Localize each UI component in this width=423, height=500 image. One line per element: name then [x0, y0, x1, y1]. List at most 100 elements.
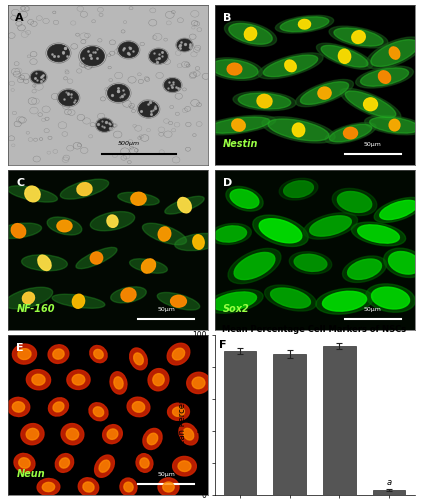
Text: Nestin: Nestin [222, 139, 258, 149]
Ellipse shape [370, 117, 420, 133]
Ellipse shape [201, 116, 276, 135]
Ellipse shape [345, 91, 396, 118]
Ellipse shape [99, 460, 110, 472]
Ellipse shape [26, 428, 39, 440]
Ellipse shape [264, 285, 316, 311]
Circle shape [138, 101, 159, 117]
Bar [224, 351, 256, 495]
Ellipse shape [352, 30, 365, 44]
Ellipse shape [131, 192, 146, 205]
Ellipse shape [365, 116, 423, 135]
Ellipse shape [334, 28, 383, 46]
Ellipse shape [389, 120, 400, 131]
Ellipse shape [271, 288, 310, 308]
Ellipse shape [140, 458, 149, 468]
Ellipse shape [93, 407, 104, 416]
Ellipse shape [107, 429, 118, 440]
Title: Mean Percentage Cell Markers of NSCs: Mean Percentage Cell Markers of NSCs [222, 325, 407, 334]
Ellipse shape [206, 289, 263, 314]
Text: a: a [387, 478, 392, 486]
Ellipse shape [143, 223, 187, 244]
Ellipse shape [95, 455, 114, 477]
Ellipse shape [7, 398, 30, 416]
Ellipse shape [168, 403, 190, 420]
Ellipse shape [170, 296, 187, 307]
Ellipse shape [32, 374, 45, 385]
Ellipse shape [22, 255, 67, 271]
Ellipse shape [8, 186, 58, 202]
Text: Sox2: Sox2 [222, 304, 249, 314]
Ellipse shape [143, 428, 162, 450]
Ellipse shape [172, 348, 185, 360]
Ellipse shape [163, 482, 174, 492]
Ellipse shape [366, 37, 423, 69]
Ellipse shape [348, 259, 382, 280]
Ellipse shape [183, 428, 194, 440]
Circle shape [118, 42, 138, 58]
Ellipse shape [78, 478, 99, 496]
Ellipse shape [322, 292, 367, 311]
Ellipse shape [358, 225, 399, 243]
Text: Neun: Neun [16, 469, 45, 479]
Ellipse shape [230, 189, 259, 208]
Ellipse shape [225, 22, 277, 46]
Ellipse shape [285, 60, 296, 72]
Ellipse shape [257, 94, 272, 108]
Ellipse shape [25, 186, 40, 202]
Ellipse shape [193, 235, 204, 249]
Ellipse shape [364, 98, 377, 110]
Ellipse shape [343, 256, 387, 282]
Ellipse shape [90, 252, 103, 264]
Circle shape [164, 78, 181, 92]
Circle shape [47, 44, 69, 62]
Text: E: E [16, 343, 24, 353]
Ellipse shape [42, 482, 55, 492]
Circle shape [80, 46, 104, 66]
Ellipse shape [18, 348, 31, 360]
Ellipse shape [76, 248, 117, 268]
Bar [323, 346, 356, 495]
Ellipse shape [296, 80, 354, 106]
Ellipse shape [329, 26, 388, 48]
Ellipse shape [158, 227, 171, 241]
Ellipse shape [12, 344, 36, 364]
Ellipse shape [329, 124, 372, 142]
Ellipse shape [53, 349, 64, 359]
Ellipse shape [49, 398, 69, 416]
Ellipse shape [130, 348, 147, 370]
Ellipse shape [316, 43, 373, 70]
Ellipse shape [89, 402, 108, 420]
Ellipse shape [61, 424, 84, 444]
Text: A: A [14, 13, 23, 23]
Ellipse shape [110, 372, 127, 394]
Ellipse shape [178, 461, 191, 471]
Ellipse shape [325, 122, 376, 144]
Ellipse shape [77, 182, 92, 196]
Ellipse shape [366, 284, 415, 312]
Ellipse shape [173, 456, 196, 476]
Y-axis label: Mean Percentage: Mean Percentage [178, 378, 187, 452]
Ellipse shape [22, 292, 35, 304]
Ellipse shape [173, 407, 184, 416]
Ellipse shape [72, 374, 85, 385]
Text: C: C [16, 178, 25, 188]
Ellipse shape [53, 402, 64, 412]
Ellipse shape [107, 215, 118, 228]
Ellipse shape [211, 60, 258, 78]
Ellipse shape [389, 47, 400, 59]
Ellipse shape [233, 92, 296, 110]
Ellipse shape [124, 482, 133, 492]
Ellipse shape [264, 55, 318, 76]
Ellipse shape [94, 350, 103, 359]
Ellipse shape [66, 428, 79, 440]
Ellipse shape [120, 478, 137, 496]
Ellipse shape [268, 119, 329, 141]
Ellipse shape [371, 287, 409, 309]
Ellipse shape [384, 248, 423, 278]
Ellipse shape [388, 252, 420, 274]
Bar [373, 490, 406, 495]
Text: 50μm: 50μm [364, 142, 382, 147]
Ellipse shape [232, 119, 245, 131]
Ellipse shape [356, 66, 413, 88]
Ellipse shape [111, 287, 146, 303]
